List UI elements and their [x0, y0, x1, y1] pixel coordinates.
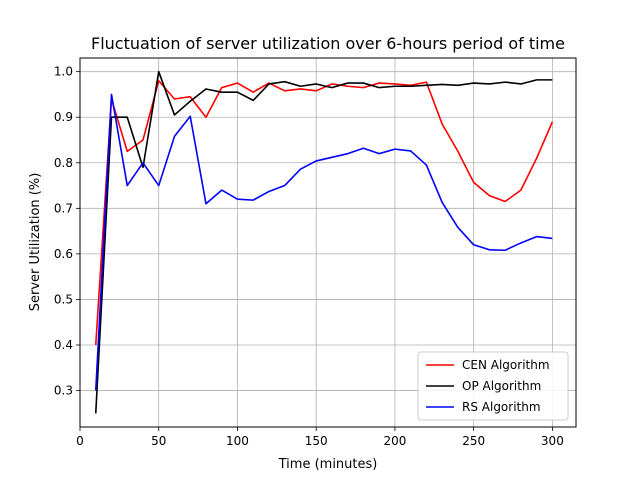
series-line-0: [94, 79, 554, 346]
y-tick-label: 0.6: [54, 247, 73, 261]
chart-title: Fluctuation of server utilization over 6…: [91, 34, 565, 53]
axis-ticks: 0 50 100 150 200 250 300 0.3 0.4 0.5 0.6 0.7 0.8 0.9 1…: [54, 65, 564, 448]
plot-frame: [79, 57, 577, 428]
x-tick-label: 200: [383, 434, 406, 448]
series-line-2: [94, 93, 553, 391]
y-tick-label: 0.5: [54, 292, 73, 306]
y-tick-label: 0.9: [54, 110, 73, 124]
legend-label: OP Algorithm: [462, 379, 541, 393]
legend-label: CEN Algorithm: [462, 358, 550, 372]
legend-label: RS Algorithm: [462, 400, 541, 414]
x-tick-label: 0: [76, 434, 84, 448]
x-tick-label: 50: [151, 434, 166, 448]
x-tick-label: 100: [226, 434, 249, 448]
y-axis-label: Server Utilization (%): [28, 173, 43, 312]
y-tick-label: 0.3: [54, 384, 73, 398]
legend-box: [417, 351, 569, 421]
x-tick-label: 300: [541, 434, 564, 448]
series-line-1: [94, 70, 553, 414]
y-tick-label: 0.4: [54, 338, 73, 352]
y-tick-label: 0.8: [54, 156, 73, 170]
grid-lines: [79, 58, 576, 427]
y-tick-label: 1.0: [54, 65, 73, 79]
x-tick-label: 150: [305, 434, 328, 448]
x-tick-label: 250: [462, 434, 485, 448]
y-tick-label: 0.7: [54, 201, 73, 215]
x-axis-label: Time (minutes): [278, 457, 378, 472]
series-lines: [94, 70, 554, 414]
legend: CEN Algorithm OP Algorithm RS Algorithm: [417, 351, 569, 421]
